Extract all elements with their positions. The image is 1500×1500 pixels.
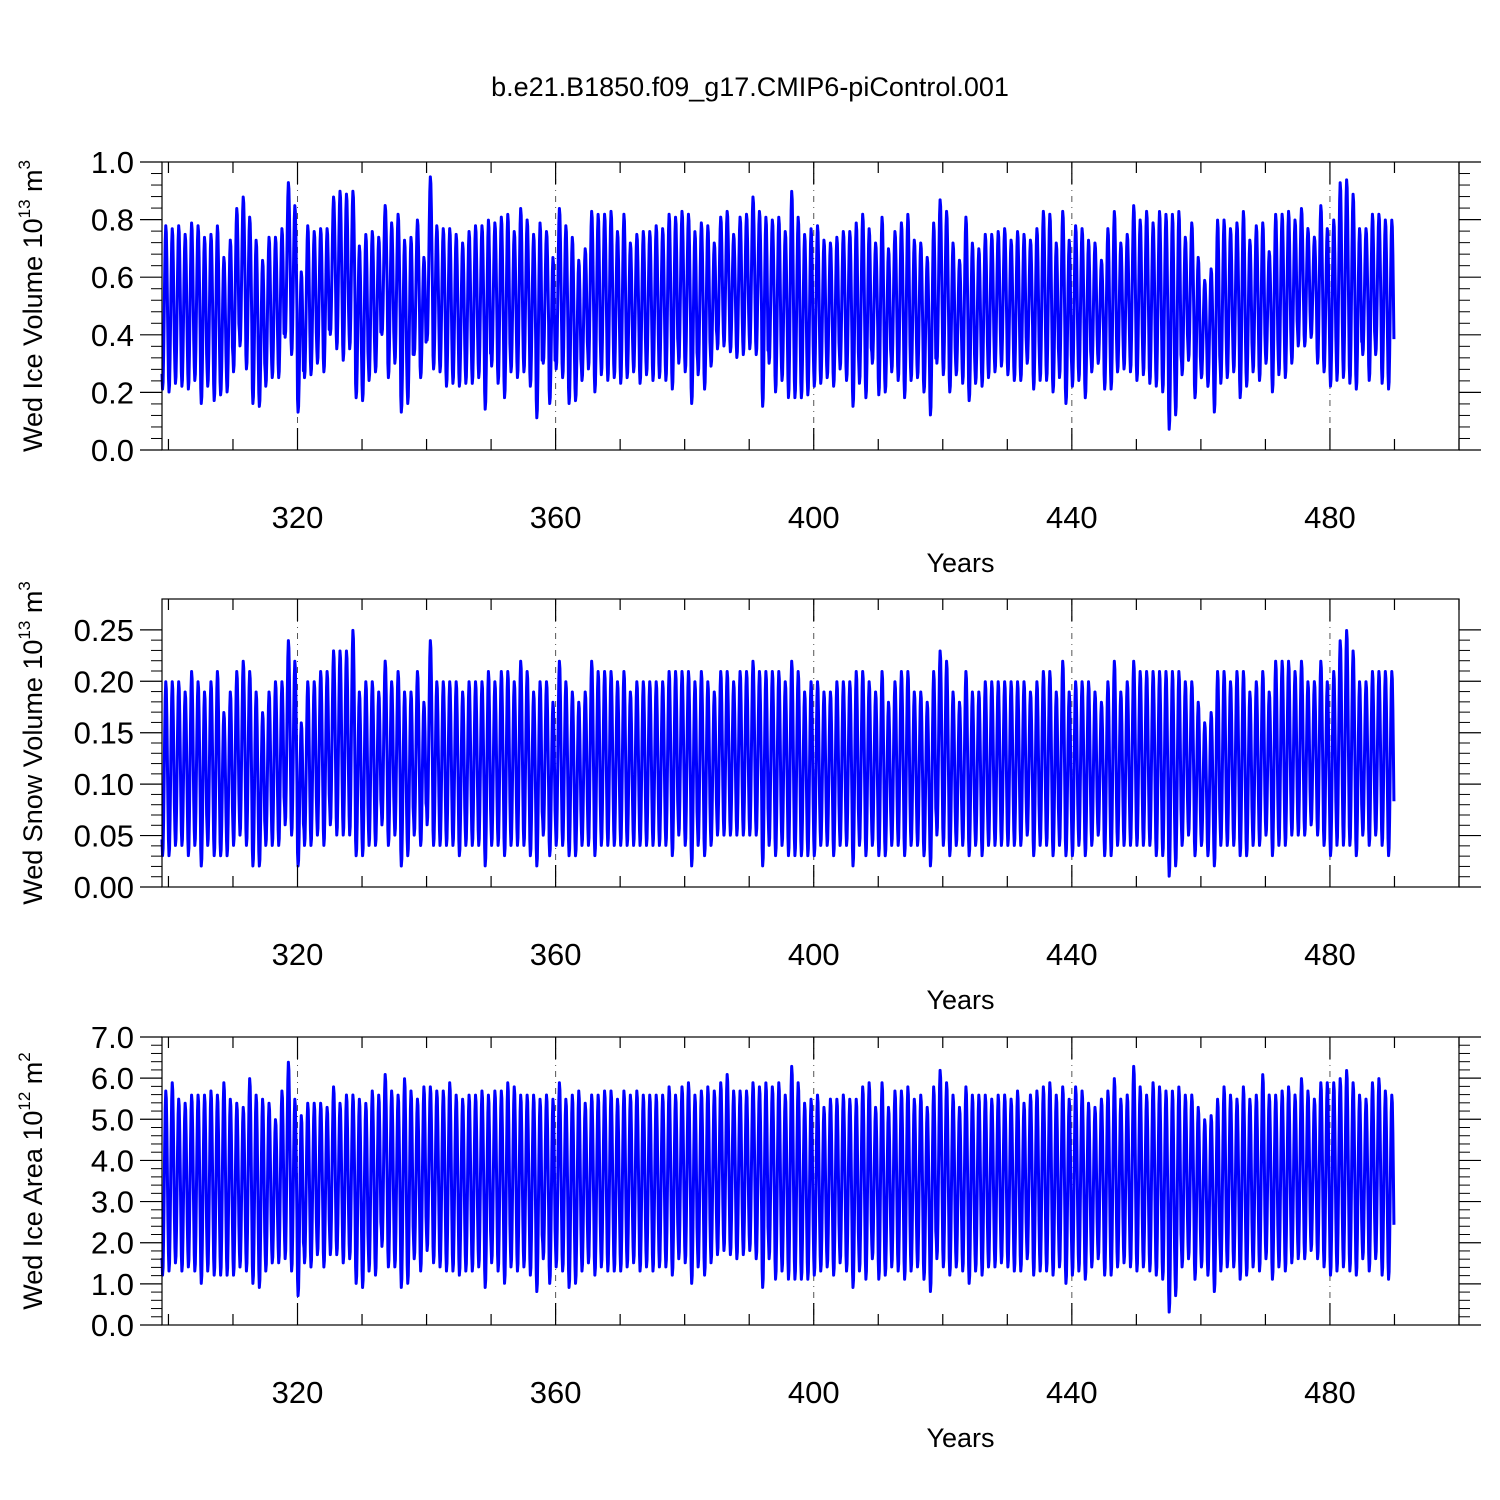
y-tick-label: 6.0 — [91, 1061, 134, 1096]
x-tick-label: 360 — [530, 500, 582, 535]
y-tick-label: 0.25 — [74, 613, 134, 648]
y-tick-label: 0.0 — [91, 433, 134, 468]
y-tick-label: 0.4 — [91, 318, 134, 353]
x-axis-title: Years — [926, 1423, 994, 1453]
y-axis-title: Wed Ice Area 1012 m2 — [15, 1052, 48, 1310]
plot-frame — [161, 1036, 1460, 1326]
y-tick-label: 1.0 — [91, 145, 134, 180]
x-axis-title: Years — [926, 985, 994, 1015]
y-tick-label: 0.00 — [74, 870, 134, 905]
y-tick-label: 5.0 — [91, 1102, 134, 1137]
x-axis-title: Years — [926, 548, 994, 578]
figure-title: b.e21.B1850.f09_g17.CMIP6-piControl.001 — [491, 72, 1009, 102]
y-tick-label: 0.10 — [74, 767, 134, 802]
series-line-1-1 — [160, 175, 1396, 431]
y-tick-label: 4.0 — [91, 1143, 134, 1178]
panel-3: 320 360 400 440 480 0.0 1.0 2.0 3.0 4.0 5.0 6.0 7.0 Y… — [15, 1020, 1481, 1453]
x-tick-label: 440 — [1046, 1375, 1098, 1410]
x-tick-label: 400 — [788, 500, 840, 535]
y-tick-label: 0.0 — [91, 1308, 134, 1343]
y-tick-label: 0.05 — [74, 819, 134, 854]
y-tick-label: 3.0 — [91, 1185, 134, 1220]
panel-2: 320 360 400 440 480 0.00 0.05 0.10 0.15 0.20 0.25 Y… — [15, 581, 1481, 1015]
x-tick-label: 480 — [1304, 1375, 1356, 1410]
y-axis-title: Wed Snow Volume 1013 m3 — [15, 581, 48, 905]
y-tick-label: 0.20 — [74, 664, 134, 699]
panel-1: 320 360 400 440 480 0.0 0.2 0.4 0.6 0.8 1.0 Years We… — [15, 145, 1481, 578]
x-tick-label: 400 — [788, 937, 840, 972]
x-tick-label: 440 — [1046, 937, 1098, 972]
y-tick-label: 0.8 — [91, 203, 134, 238]
x-tick-label: 320 — [272, 500, 324, 535]
y-tick-label: 1.0 — [91, 1267, 134, 1302]
x-tick-label: 480 — [1304, 937, 1356, 972]
x-tick-label: 360 — [530, 1375, 582, 1410]
y-tick-label: 7.0 — [91, 1020, 134, 1055]
x-tick-label: 480 — [1304, 500, 1356, 535]
x-tick-label: 400 — [788, 1375, 840, 1410]
y-tick-label: 2.0 — [91, 1226, 134, 1261]
series-line-2-1 — [160, 628, 1396, 878]
x-tick-label: 360 — [530, 937, 582, 972]
y-axis-title: Wed Ice Volume 1013 m3 — [15, 160, 48, 452]
x-tick-label: 440 — [1046, 500, 1098, 535]
y-tick-label: 0.6 — [91, 260, 134, 295]
x-tick-label: 320 — [272, 1375, 324, 1410]
series-line-3-1 — [160, 1060, 1396, 1314]
x-tick-label: 320 — [272, 937, 324, 972]
y-tick-label: 0.2 — [91, 375, 134, 410]
y-tick-label: 0.15 — [74, 716, 134, 751]
plot-frame — [161, 161, 1460, 451]
